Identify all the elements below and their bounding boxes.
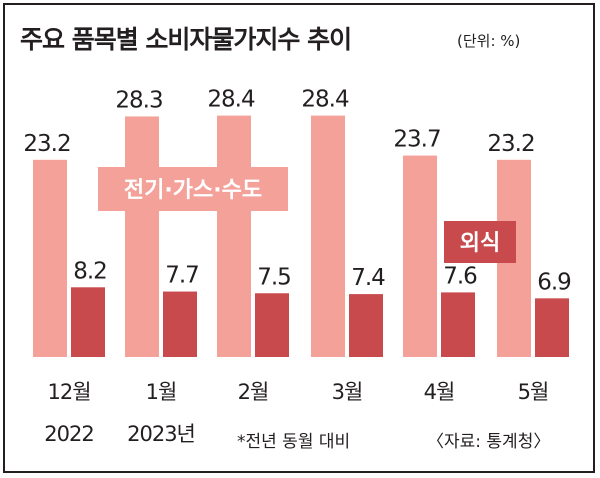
value-label-s2-3: 7.5 (257, 264, 291, 290)
value-label-s2-4: 7.4 (351, 265, 385, 291)
value-label-s1-5: 23.7 (393, 127, 440, 153)
bar-s2-1 (71, 287, 105, 357)
value-label-s1-1: 23.2 (23, 131, 70, 157)
bar-s1-2 (125, 116, 159, 357)
bar-s2-6 (535, 298, 569, 357)
bar-s1-5 (403, 155, 437, 357)
value-label-s1-2: 28.3 (115, 87, 162, 113)
value-label-s1-6: 23.2 (487, 131, 534, 157)
bar-s2-4 (349, 294, 383, 357)
category-label-2-2: 2023년 (127, 422, 195, 446)
category-label-2-1: 1월 (146, 380, 177, 404)
bar-s2-2 (163, 291, 197, 357)
category-label-5-1: 4월 (424, 380, 455, 404)
footnote: *전년 동월 대비 (237, 432, 351, 452)
bar-s2-5 (441, 292, 475, 357)
category-label-1-2: 2022 (44, 422, 93, 446)
series-label-box-1 (98, 167, 288, 211)
category-label-3-1: 2월 (238, 380, 269, 404)
category-label-1-1: 12월 (47, 380, 90, 404)
source-label: 〈자료: 통계청〉 (427, 432, 551, 452)
value-label-s1-4: 28.4 (301, 87, 349, 113)
value-label-s2-5: 7.6 (443, 263, 477, 289)
value-label-s2-6: 6.9 (537, 269, 571, 295)
series-label-box-2 (444, 221, 516, 263)
category-label-4-1: 3월 (332, 380, 363, 404)
value-label-s2-2: 7.7 (165, 263, 199, 289)
series-label-2: 외식 (460, 231, 500, 256)
value-label-s2-1: 8.2 (73, 258, 107, 284)
bar-s1-4 (311, 115, 345, 357)
category-label-6-1: 5월 (518, 380, 549, 404)
bar-s1-3 (217, 115, 251, 357)
chart-title: 주요 품목별 소비자물가지수 추이 (20, 25, 352, 54)
unit-label: (단위: %) (457, 32, 521, 50)
value-label-s1-3: 28.4 (207, 87, 255, 113)
series-label-1: 전기·가스·수도 (124, 178, 262, 203)
bar-s1-1 (33, 159, 67, 357)
bar-s2-3 (255, 293, 289, 357)
